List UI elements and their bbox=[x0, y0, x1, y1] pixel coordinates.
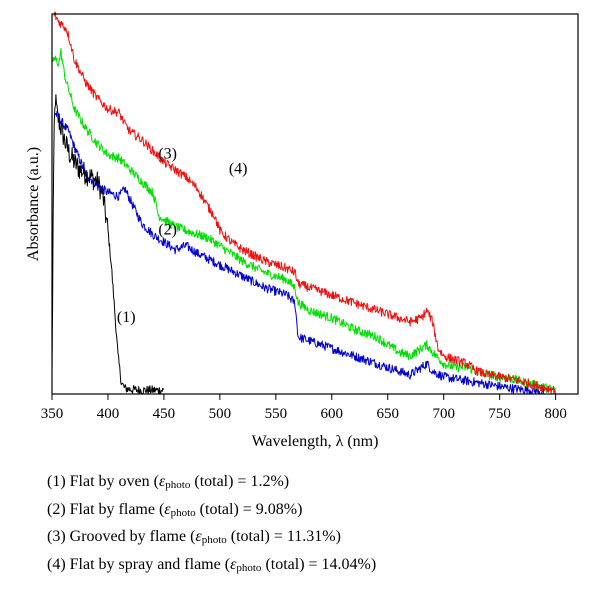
legend-item-3: (3) Grooved by flame (εphoto (total) = 1… bbox=[47, 525, 376, 553]
series-line-4 bbox=[53, 11, 557, 395]
legend-item-value: (total) = 14.04%) bbox=[261, 555, 377, 573]
legend-item-1: (1) Flat by oven (εphoto (total) = 1.2%) bbox=[47, 470, 376, 498]
x-tick-label: 350 bbox=[41, 406, 64, 422]
legend-item-text: (3) Grooved by flame ( bbox=[47, 528, 196, 545]
epsilon-symbol: ε bbox=[195, 528, 202, 545]
series-line-3 bbox=[51, 48, 557, 393]
curve-label-4: (4) bbox=[229, 161, 248, 178]
epsilon-symbol: ε bbox=[164, 500, 171, 518]
x-axis-label: Wavelength, λ (nm) bbox=[252, 433, 379, 450]
legend-item-value: (total) = 9.08%) bbox=[195, 500, 303, 518]
legend: (1) Flat by oven (εphoto (total) = 1.2%)… bbox=[47, 470, 376, 580]
epsilon-symbol: ε bbox=[230, 555, 237, 573]
plot-frame bbox=[51, 13, 579, 395]
legend-item-text: (2) Flat by flame ( bbox=[47, 500, 165, 518]
epsilon-subscript: photo bbox=[201, 534, 227, 546]
epsilon-subscript: photo bbox=[165, 479, 191, 491]
legend-item-value: (total) = 11.31%) bbox=[226, 528, 341, 545]
x-tick-label: 650 bbox=[376, 406, 399, 422]
epsilon-subscript: photo bbox=[170, 506, 196, 519]
epsilon-subscript: photo bbox=[236, 561, 262, 574]
absorbance-chart: 350 400 450 500 550 600 650 700 750 800 (1) (2) (3)… bbox=[25, 11, 579, 450]
legend-item-2: (2) Flat by flame (εphoto (total) = 9.08… bbox=[47, 498, 376, 526]
x-tick-label: 450 bbox=[153, 406, 176, 422]
series-layer bbox=[51, 11, 557, 395]
x-tick-label: 500 bbox=[209, 406, 232, 422]
legend-item-4: (4) Flat by spray and flame (εphoto (tot… bbox=[47, 553, 376, 581]
curve-label-3: (3) bbox=[158, 145, 177, 162]
x-tick-label: 550 bbox=[265, 406, 288, 422]
x-tick-label: 800 bbox=[544, 406, 567, 422]
ticks-layer: 350 400 450 500 550 600 650 700 750 800 bbox=[41, 394, 567, 422]
series-line-2 bbox=[53, 110, 545, 395]
epsilon-symbol: ε bbox=[158, 473, 166, 490]
legend-item-text: (4) Flat by spray and flame ( bbox=[47, 555, 231, 573]
annotation-layer: (1) (2) (3) (4) bbox=[117, 145, 248, 325]
x-tick-label: 400 bbox=[97, 406, 120, 422]
x-tick-label: 600 bbox=[321, 406, 344, 422]
curve-label-1: (1) bbox=[117, 309, 136, 326]
x-tick-label: 700 bbox=[432, 406, 455, 422]
x-tick-label: 750 bbox=[488, 406, 511, 422]
legend-item-text: (1) Flat by oven ( bbox=[47, 473, 159, 490]
y-axis-label: Absorbance (a.u.) bbox=[25, 147, 42, 261]
series-line-1 bbox=[51, 94, 165, 395]
curve-label-2: (2) bbox=[158, 221, 177, 238]
legend-item-value: (total) = 1.2%) bbox=[190, 473, 290, 490]
